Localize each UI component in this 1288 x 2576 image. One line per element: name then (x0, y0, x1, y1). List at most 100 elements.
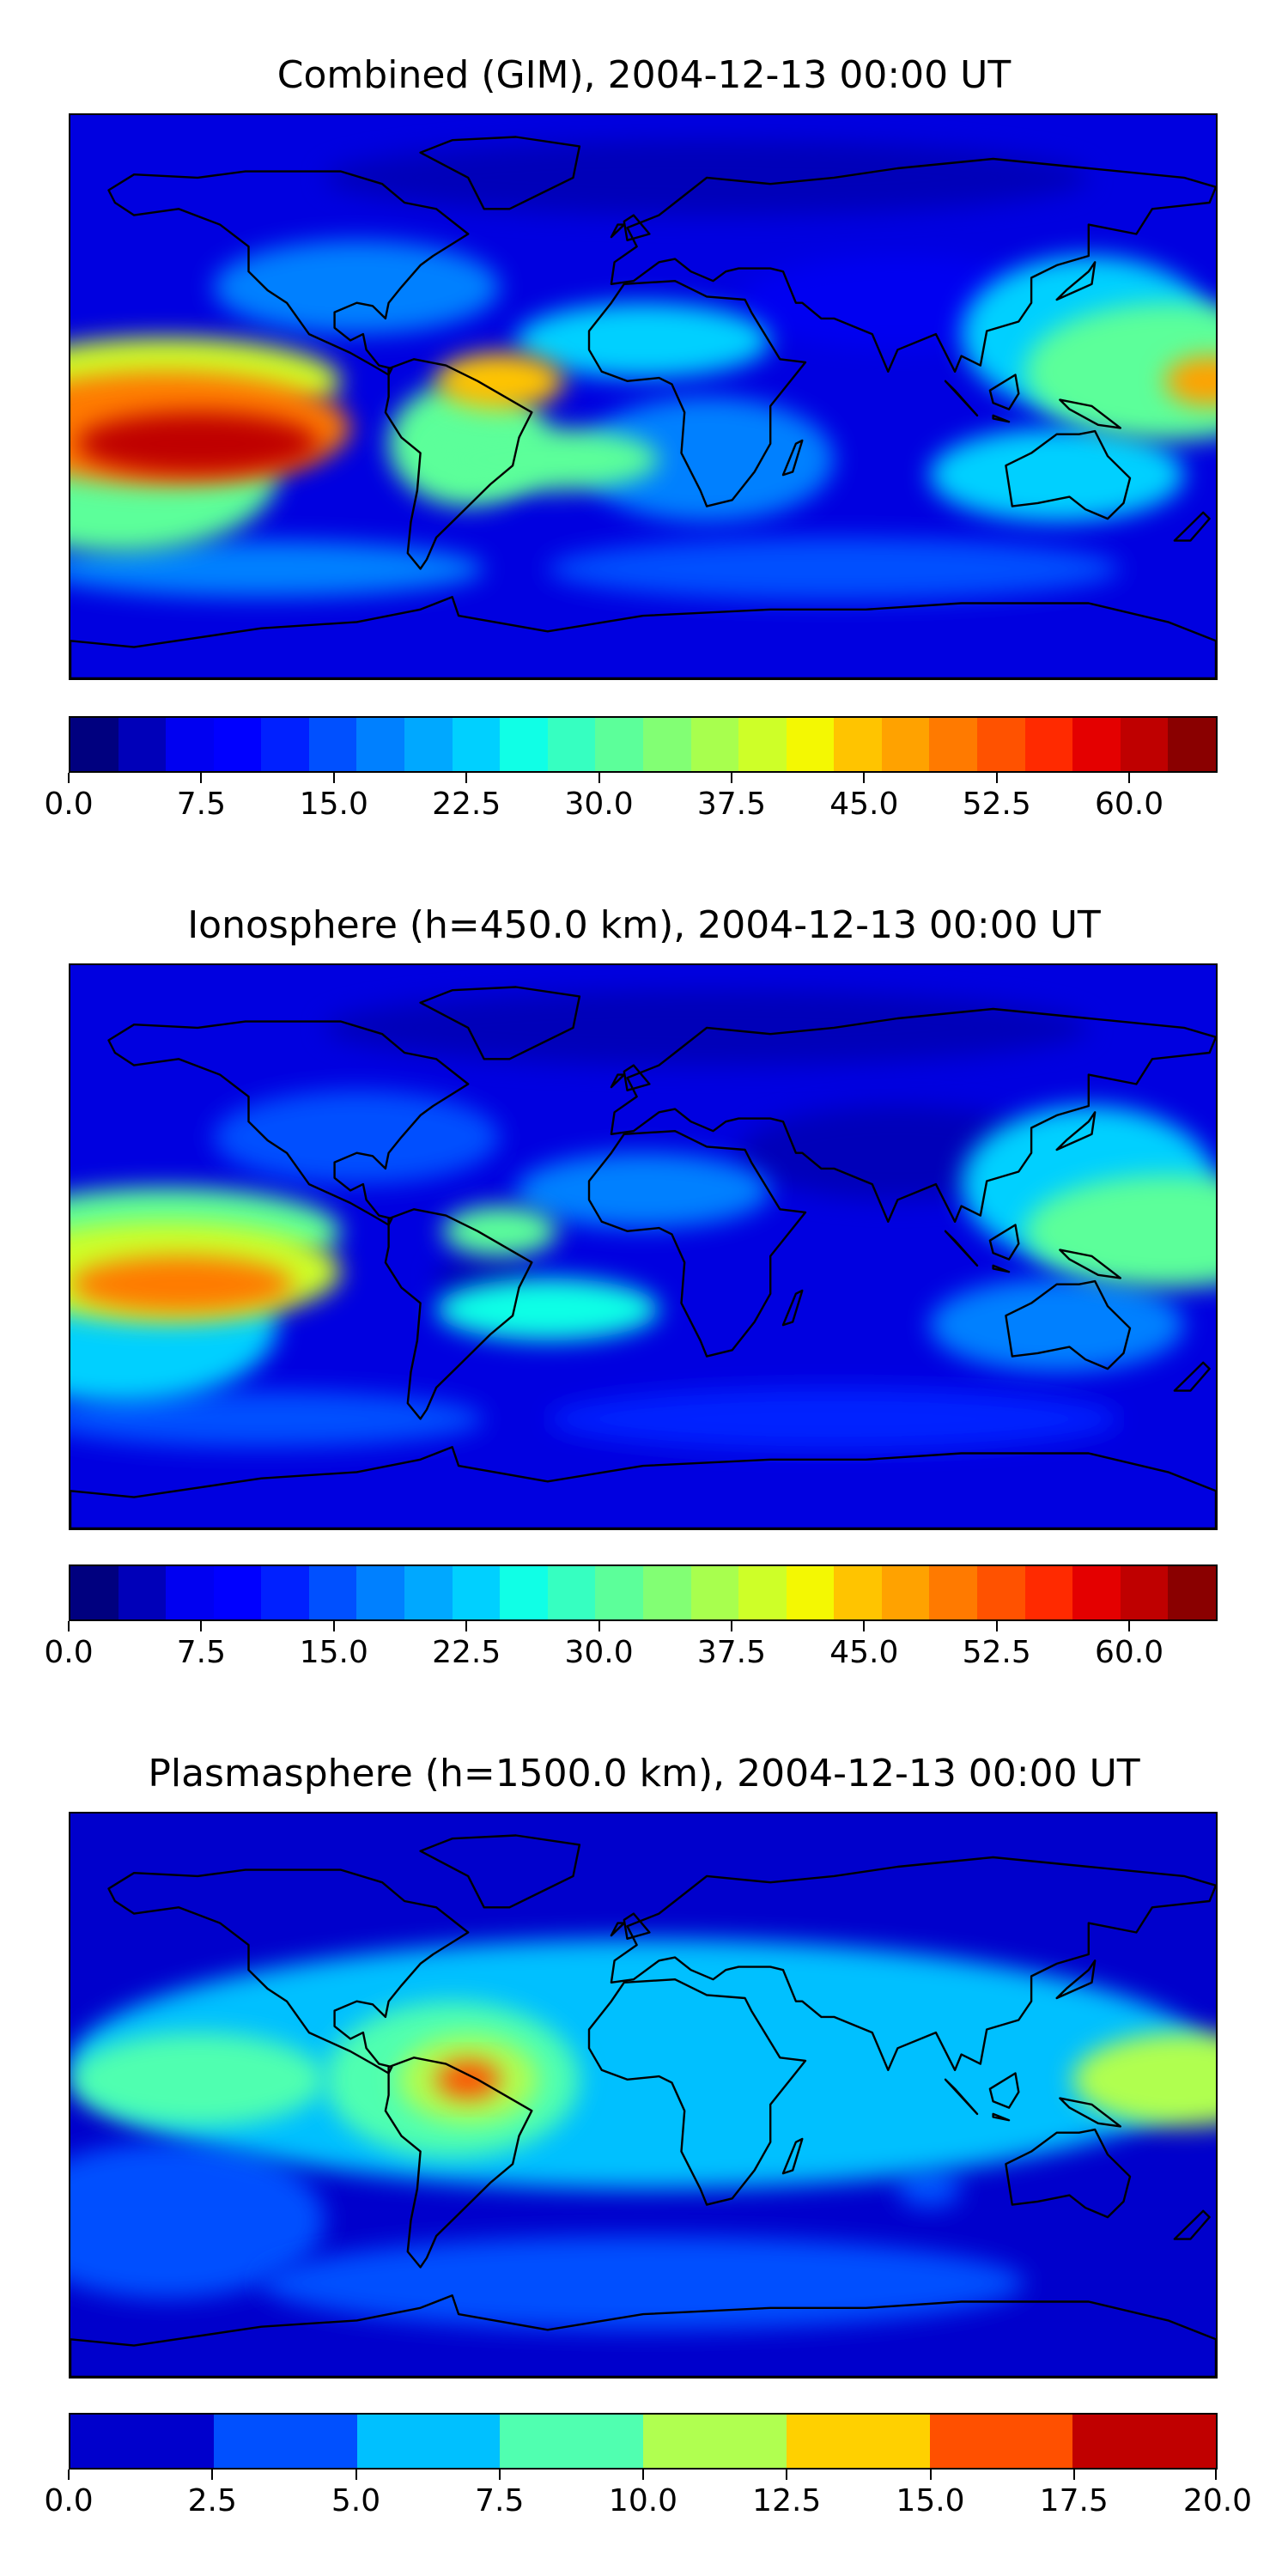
coastline (419, 986, 581, 1060)
colorbar-tick-label: 15.0 (299, 1635, 368, 1670)
colorbar-tick (465, 773, 468, 783)
coastline (1059, 1249, 1122, 1279)
panel-3-map (69, 1812, 1218, 2379)
colorbar-tick (995, 1621, 998, 1631)
colorbar-segment (1168, 718, 1216, 771)
field-contour-region (70, 540, 484, 598)
colorbar-tick-label: 22.5 (432, 787, 501, 822)
colorbar-segment (452, 1566, 501, 1619)
colorbar-tick-label: 0.0 (44, 787, 94, 822)
panel-2-map-svg (70, 965, 1216, 1528)
coastline (944, 1230, 979, 1267)
colorbar-tick (863, 773, 866, 783)
panel-1-title: Combined (GIM), 2004-12-13 00:00 UT (276, 53, 1012, 97)
coastline (587, 279, 807, 507)
colorbar-segment (738, 718, 787, 771)
field-contour-region (436, 428, 659, 491)
colorbar-tick (1215, 2470, 1217, 2480)
colorbar-tick-label: 60.0 (1094, 787, 1164, 822)
coastline (992, 1264, 1011, 1273)
panel-3-map-svg (70, 1814, 1216, 2377)
panel-2-colorbar (69, 1564, 1218, 1621)
coastline (419, 136, 581, 210)
field-contour-region (213, 240, 501, 335)
colorbar-segment (261, 718, 309, 771)
colorbar-segment (70, 718, 118, 771)
colorbar-segment (690, 1566, 739, 1619)
colorbar-segment (166, 718, 214, 771)
field-contour-region (213, 1090, 501, 1185)
coastline (384, 1208, 533, 1420)
field-contour-region (70, 1390, 484, 1448)
coastline (1055, 1111, 1097, 1151)
colorbar-segment (404, 718, 453, 771)
colorbar-tick-label: 60.0 (1094, 1635, 1164, 1670)
colorbar-tick-label: 20.0 (1182, 2483, 1253, 2518)
colorbar-tick-label: 37.5 (696, 1635, 766, 1670)
colorbar-tick-label: 0.0 (44, 2483, 94, 2518)
colorbar-tick (465, 1621, 468, 1631)
colorbar-segment (356, 2415, 501, 2468)
coastline (107, 170, 470, 376)
colorbar-tick-label: 5.0 (331, 2483, 381, 2518)
colorbar-tick (1128, 1621, 1131, 1631)
coastline (992, 414, 1011, 423)
colorbar-segment (500, 1566, 548, 1619)
field-contour-region (1024, 302, 1216, 440)
colorbar-segment (1072, 1566, 1121, 1619)
colorbar-segment (595, 718, 643, 771)
colorbar-segment (738, 1566, 787, 1619)
coastline (587, 1129, 807, 1358)
colorbar-segment (642, 1566, 691, 1619)
colorbar-segment (976, 1566, 1025, 1619)
panel-3-title: Plasmasphere (h=1500.0 km), 2004-12-13 0… (148, 1752, 1140, 1795)
colorbar-tick-label: 10.0 (608, 2483, 678, 2518)
colorbar-tick-label: 0.0 (44, 1635, 94, 1670)
field-contour-region (929, 1278, 1184, 1372)
colorbar-tick (1072, 2470, 1075, 2480)
coastline (623, 1064, 651, 1092)
colorbar-segment (452, 718, 501, 771)
field-contour-region (70, 2142, 325, 2299)
colorbar-tick-label: 45.0 (829, 787, 899, 822)
coastline (70, 2294, 1216, 2377)
colorbar-tick (598, 1621, 600, 1631)
colorbar-segment (118, 718, 167, 771)
colorbar-segment (1024, 718, 1073, 771)
colorbar-segment (213, 1566, 262, 1619)
colorbar-segment (356, 1566, 405, 1619)
colorbar-tick-label: 15.0 (299, 787, 368, 822)
field-contour-region (442, 1206, 557, 1256)
colorbar-tick (200, 773, 203, 783)
coastline (610, 1007, 1216, 1223)
coastline (1173, 1361, 1211, 1392)
coastline (1059, 2097, 1122, 2128)
field-contour-region (547, 538, 1121, 600)
coastline (1055, 1959, 1097, 2000)
coastline (781, 2137, 804, 2175)
colorbar-tick (863, 1621, 866, 1631)
field-contour-region (547, 1388, 1121, 1450)
panel-1-map (69, 113, 1218, 680)
colorbar-segment (976, 718, 1025, 771)
coastline (107, 1020, 470, 1226)
coastline (419, 1834, 581, 1909)
colorbar-tick (68, 1621, 70, 1631)
field-contour-region (436, 2060, 501, 2099)
field-contour-region (76, 412, 319, 476)
field-contour-region (897, 2170, 962, 2208)
colorbar-segment (834, 1566, 882, 1619)
coastline (1059, 398, 1122, 429)
colorbar-segment (786, 718, 835, 771)
colorbar-segment (213, 718, 262, 771)
coastline (107, 1868, 470, 2075)
colorbar-segment (1072, 2415, 1216, 2468)
colorbar-tick-label: 2.5 (187, 2483, 237, 2518)
colorbar-segment (500, 718, 548, 771)
colorbar-tick-label: 37.5 (696, 787, 766, 822)
field-contour-region (1024, 1175, 1216, 1288)
colorbar-tick-label: 7.5 (176, 1635, 227, 1670)
colorbar-segment (308, 1566, 357, 1619)
coastline (1173, 511, 1211, 542)
colorbar-segment (881, 1566, 930, 1619)
